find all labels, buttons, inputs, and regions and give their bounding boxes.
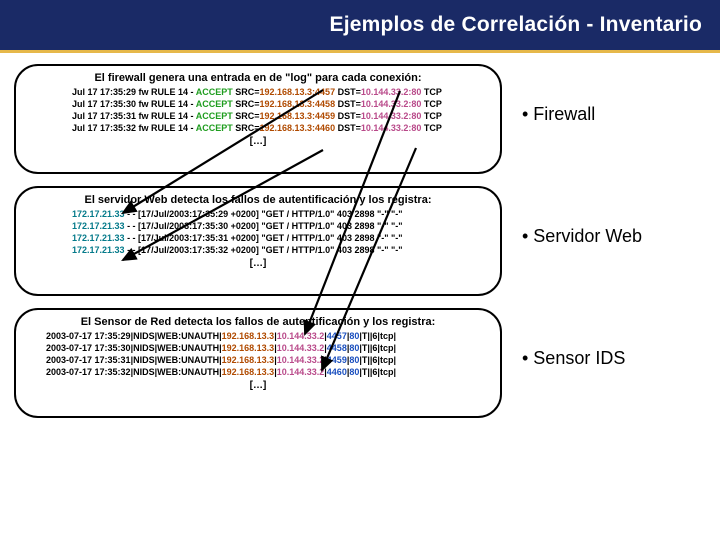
- log-line: Jul 17 17:35:31 fw RULE 14 - ACCEPT SRC=…: [26, 110, 490, 122]
- panel-desc: El firewall genera una entrada en de "lo…: [26, 72, 490, 84]
- log-token: 10.144.33.2: [277, 343, 325, 353]
- log-token: 2003-07-17 17:35:32|NIDS|WEB:UNAUTH|: [46, 367, 222, 377]
- log-block: 172.17.21.33 - - [17/Jul/2003:17:35:29 +…: [26, 208, 490, 256]
- log-line: 2003-07-17 17:35:29|NIDS|WEB:UNAUTH|192.…: [26, 330, 490, 342]
- log-token: 172.17.21.33: [72, 209, 125, 219]
- log-token: DST=: [335, 99, 361, 109]
- ellipsis: […]: [26, 258, 490, 269]
- log-token: 192.168.13.3: [222, 331, 275, 341]
- log-line: Jul 17 17:35:29 fw RULE 14 - ACCEPT SRC=…: [26, 86, 490, 98]
- log-token: - - [17/Jul/2003:17:35:29 +0200] "GET / …: [125, 209, 403, 219]
- log-line: 172.17.21.33 - - [17/Jul/2003:17:35:29 +…: [26, 208, 490, 220]
- log-token: 80: [349, 343, 359, 353]
- panel-desc: El servidor Web detecta los fallos de au…: [26, 194, 490, 206]
- log-token: 80: [349, 331, 359, 341]
- log-token: TCP: [421, 87, 442, 97]
- log-line: 2003-07-17 17:35:31|NIDS|WEB:UNAUTH|192.…: [26, 354, 490, 366]
- log-token: 172.17.21.33: [72, 245, 125, 255]
- ellipsis: […]: [26, 380, 490, 391]
- panel-desc: El Sensor de Red detecta los fallos de a…: [26, 316, 490, 328]
- log-line: 172.17.21.33 - - [17/Jul/2003:17:35:32 +…: [26, 244, 490, 256]
- ellipsis: […]: [26, 136, 490, 147]
- log-token: 4460: [327, 367, 347, 377]
- log-token: ACCEPT: [196, 99, 233, 109]
- log-line: 2003-07-17 17:35:30|NIDS|WEB:UNAUTH|192.…: [26, 342, 490, 354]
- log-token: ACCEPT: [196, 87, 233, 97]
- log-token: 192.168.13.3: [222, 343, 275, 353]
- log-block: 2003-07-17 17:35:29|NIDS|WEB:UNAUTH|192.…: [26, 330, 490, 378]
- log-token: 2003-07-17 17:35:29|NIDS|WEB:UNAUTH|: [46, 331, 222, 341]
- log-token: 192.168.13.3: [222, 355, 275, 365]
- header-bar: Ejemplos de Correlación - Inventario: [0, 0, 720, 50]
- log-token: 192.168.13.3: [222, 367, 275, 377]
- section-label-firewall: • Firewall: [522, 104, 595, 125]
- log-token: 192.168.13.3:4457: [260, 87, 336, 97]
- log-token: 192.168.13.3:4458: [260, 99, 336, 109]
- log-token: SRC=: [233, 123, 260, 133]
- log-token: 2003-07-17 17:35:30|NIDS|WEB:UNAUTH|: [46, 343, 222, 353]
- log-token: Jul 17 17:35:29 fw RULE 14 -: [72, 87, 196, 97]
- log-token: Jul 17 17:35:31 fw RULE 14 -: [72, 111, 196, 121]
- panel-web: El servidor Web detecta los fallos de au…: [14, 186, 502, 296]
- log-line: 172.17.21.33 - - [17/Jul/2003:17:35:31 +…: [26, 232, 490, 244]
- log-token: 10.144.33.2: [277, 355, 325, 365]
- log-token: SRC=: [233, 111, 260, 121]
- log-token: DST=: [335, 123, 361, 133]
- log-token: 10.144.33.2: [277, 331, 325, 341]
- log-line: 2003-07-17 17:35:32|NIDS|WEB:UNAUTH|192.…: [26, 366, 490, 378]
- log-token: - - [17/Jul/2003:17:35:31 +0200] "GET / …: [125, 233, 403, 243]
- log-token: DST=: [335, 87, 361, 97]
- log-block: Jul 17 17:35:29 fw RULE 14 - ACCEPT SRC=…: [26, 86, 490, 134]
- slide-title: Ejemplos de Correlación - Inventario: [330, 13, 702, 37]
- log-token: 172.17.21.33: [72, 221, 125, 231]
- log-token: 80: [349, 355, 359, 365]
- log-token: 10.144.33.2:80: [361, 111, 422, 121]
- log-token: 2003-07-17 17:35:31|NIDS|WEB:UNAUTH|: [46, 355, 222, 365]
- log-token: 4458: [327, 343, 347, 353]
- log-token: DST=: [335, 111, 361, 121]
- log-token: 10.144.33.2:80: [361, 123, 422, 133]
- log-token: TCP: [421, 111, 442, 121]
- log-token: Jul 17 17:35:32 fw RULE 14 -: [72, 123, 196, 133]
- log-line: 172.17.21.33 - - [17/Jul/2003:17:35:30 +…: [26, 220, 490, 232]
- slide: Ejemplos de Correlación - Inventario El …: [0, 0, 720, 540]
- log-line: Jul 17 17:35:32 fw RULE 14 - ACCEPT SRC=…: [26, 122, 490, 134]
- log-token: TCP: [421, 99, 442, 109]
- section-label-ids: • Sensor IDS: [522, 348, 625, 369]
- log-token: 192.168.13.3:4459: [260, 111, 336, 121]
- log-line: Jul 17 17:35:30 fw RULE 14 - ACCEPT SRC=…: [26, 98, 490, 110]
- log-token: |T||6|tcp|: [359, 355, 396, 365]
- log-token: 172.17.21.33: [72, 233, 125, 243]
- section-label-web: • Servidor Web: [522, 226, 642, 247]
- panel-ids: El Sensor de Red detecta los fallos de a…: [14, 308, 502, 418]
- log-token: 10.144.33.2: [277, 367, 325, 377]
- log-token: 80: [349, 367, 359, 377]
- log-token: Jul 17 17:35:30 fw RULE 14 -: [72, 99, 196, 109]
- log-token: SRC=: [233, 87, 260, 97]
- log-token: - - [17/Jul/2003:17:35:32 +0200] "GET / …: [125, 245, 403, 255]
- log-token: ACCEPT: [196, 111, 233, 121]
- panel-firewall: El firewall genera una entrada en de "lo…: [14, 64, 502, 174]
- log-token: ACCEPT: [196, 123, 233, 133]
- log-token: SRC=: [233, 99, 260, 109]
- log-token: 10.144.33.2:80: [361, 99, 422, 109]
- log-token: TCP: [421, 123, 442, 133]
- log-token: |T||6|tcp|: [359, 367, 396, 377]
- log-token: 4459: [327, 355, 347, 365]
- log-token: 10.144.33.2:80: [361, 87, 422, 97]
- log-token: - - [17/Jul/2003:17:35:30 +0200] "GET / …: [125, 221, 403, 231]
- header-underline: [0, 50, 720, 53]
- log-token: 4457: [327, 331, 347, 341]
- log-token: |T||6|tcp|: [359, 343, 396, 353]
- log-token: |T||6|tcp|: [359, 331, 396, 341]
- log-token: 192.168.13.3:4460: [260, 123, 336, 133]
